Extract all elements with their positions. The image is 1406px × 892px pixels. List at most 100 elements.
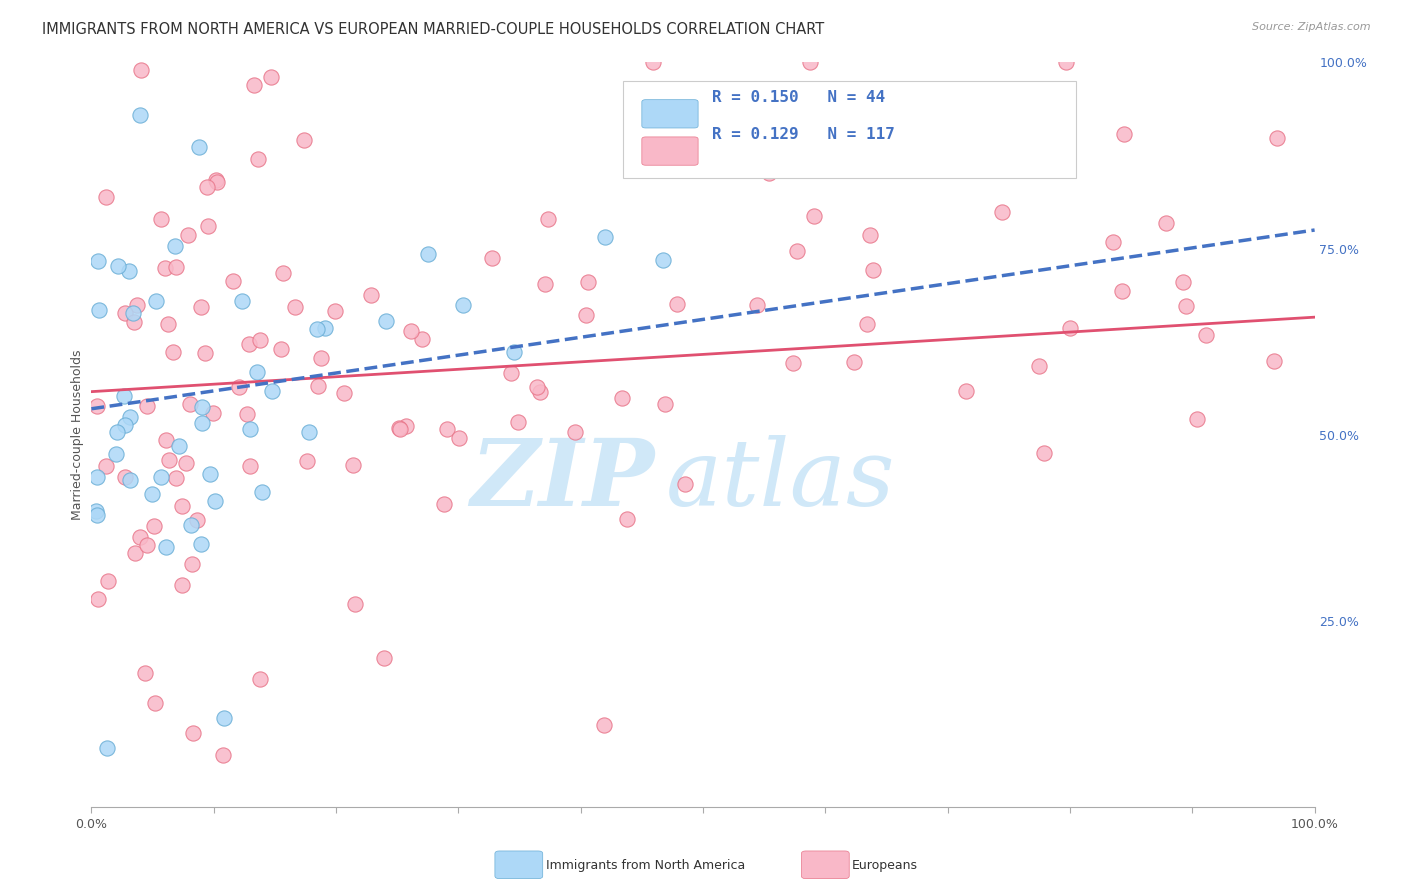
Point [201, 406, 224, 420]
Point [824, 112, 846, 126]
Point [593, 230, 616, 244]
Point [862, 263, 884, 277]
Point [292, 134, 315, 148]
Point [142, 519, 165, 533]
Point [1059, 321, 1081, 335]
Point [124, 546, 146, 560]
Point [177, 227, 200, 242]
Point [375, 314, 398, 328]
Point [592, 717, 614, 731]
Text: atlas: atlas [666, 434, 896, 524]
Point [170, 499, 193, 513]
Point [136, 538, 159, 552]
Point [955, 384, 977, 398]
Point [859, 227, 882, 242]
Point [259, 70, 281, 85]
Point [673, 476, 696, 491]
Point [135, 399, 157, 413]
Point [799, 55, 821, 70]
Point [782, 356, 804, 370]
Point [665, 296, 688, 310]
Point [449, 431, 471, 445]
Point [134, 666, 156, 681]
Point [120, 473, 142, 487]
Point [197, 219, 219, 234]
Point [260, 384, 283, 399]
Point [734, 110, 756, 124]
Point [389, 422, 412, 436]
Point [157, 453, 180, 467]
Point [1174, 299, 1197, 313]
Point [239, 458, 262, 473]
Point [195, 179, 218, 194]
Point [249, 673, 271, 687]
Point [86, 508, 108, 522]
Point [141, 487, 163, 501]
Point [395, 418, 418, 433]
Point [122, 315, 145, 329]
Point [181, 726, 204, 740]
Point [1171, 275, 1194, 289]
Text: Europeans: Europeans [852, 859, 918, 871]
Point [246, 365, 269, 379]
Point [128, 530, 150, 544]
Point [114, 306, 136, 320]
Point [373, 651, 395, 665]
Point [250, 484, 273, 499]
Point [86, 399, 108, 413]
Point [654, 396, 676, 410]
FancyBboxPatch shape [643, 137, 699, 165]
Point [576, 275, 599, 289]
Point [194, 346, 217, 360]
Point [360, 288, 382, 302]
Point [165, 260, 187, 275]
Point [1185, 412, 1208, 426]
Point [190, 416, 212, 430]
Point [190, 537, 212, 551]
Point [842, 355, 865, 369]
Point [180, 518, 202, 533]
Point [236, 408, 259, 422]
Point [481, 251, 503, 265]
Point [86, 470, 108, 484]
Text: Immigrants from North America: Immigrants from North America [546, 859, 745, 871]
Point [575, 308, 598, 322]
Point [143, 696, 166, 710]
Point [503, 345, 526, 359]
Point [747, 298, 769, 312]
Point [86, 504, 108, 518]
Point [228, 380, 250, 394]
Point [163, 239, 186, 253]
Text: R = 0.129   N = 117: R = 0.129 N = 117 [711, 128, 894, 142]
Point [1102, 235, 1125, 249]
Point [239, 422, 262, 436]
Point [247, 153, 270, 167]
Point [284, 300, 307, 314]
Point [127, 298, 149, 312]
Point [506, 415, 529, 429]
Point [342, 458, 364, 473]
Point [411, 332, 433, 346]
Text: R = 0.150   N = 44: R = 0.150 N = 44 [711, 90, 884, 105]
Point [537, 211, 560, 226]
Point [418, 246, 440, 260]
Point [305, 322, 328, 336]
Point [145, 293, 167, 308]
Point [436, 422, 458, 436]
Point [155, 434, 177, 448]
Point [107, 259, 129, 273]
Point [616, 512, 638, 526]
Point [399, 325, 422, 339]
FancyBboxPatch shape [623, 81, 1076, 178]
Point [87, 253, 110, 268]
Point [186, 513, 208, 527]
Point [1033, 446, 1056, 460]
Point [155, 540, 177, 554]
Point [307, 379, 329, 393]
Point [114, 469, 136, 483]
Point [200, 467, 222, 482]
Point [529, 385, 551, 400]
Point [325, 303, 347, 318]
Point [204, 494, 226, 508]
Point [162, 344, 184, 359]
